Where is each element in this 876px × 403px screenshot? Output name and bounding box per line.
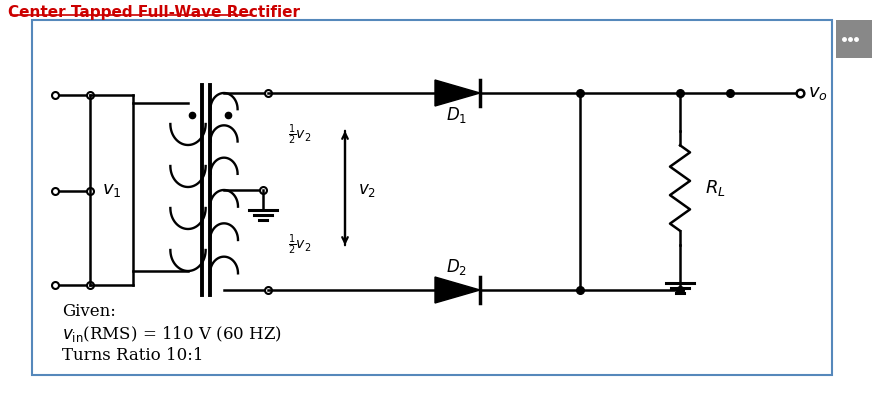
Bar xyxy=(32,20,832,375)
Text: Given:: Given: xyxy=(62,303,116,320)
Text: $D_2$: $D_2$ xyxy=(447,257,468,277)
Bar xyxy=(836,20,872,58)
Text: $v_2$: $v_2$ xyxy=(358,181,376,199)
Text: $v_{\rm in}$(RMS) = 110 V (60 HZ): $v_{\rm in}$(RMS) = 110 V (60 HZ) xyxy=(62,324,282,344)
Text: $R_L$: $R_L$ xyxy=(704,178,725,198)
Text: Center Tapped Full-Wave Rectifier: Center Tapped Full-Wave Rectifier xyxy=(8,5,300,20)
Polygon shape xyxy=(435,277,480,303)
Text: $v_o$: $v_o$ xyxy=(808,84,828,102)
Text: $\frac{1}{2}v_2$: $\frac{1}{2}v_2$ xyxy=(288,123,312,147)
Text: $v_1$: $v_1$ xyxy=(102,181,122,199)
Text: $D_1$: $D_1$ xyxy=(447,105,468,125)
Polygon shape xyxy=(435,80,480,106)
Text: Turns Ratio 10:1: Turns Ratio 10:1 xyxy=(62,347,203,364)
Text: $\frac{1}{2}v_2$: $\frac{1}{2}v_2$ xyxy=(288,233,312,257)
